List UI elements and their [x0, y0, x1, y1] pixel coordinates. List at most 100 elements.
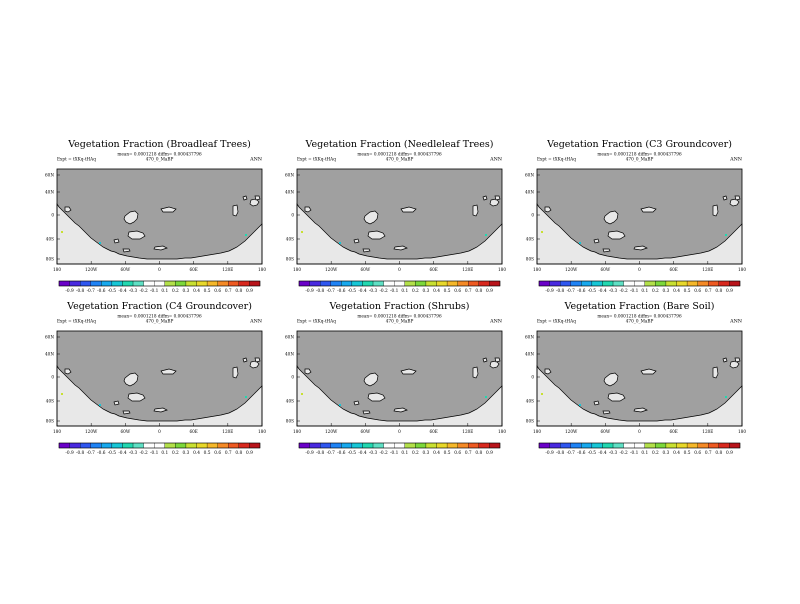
- colorbar-swatch: [298, 280, 310, 287]
- colorbar-swatch: [164, 442, 176, 449]
- colorbar-label: 0.7: [705, 451, 712, 456]
- land-mass-2: [304, 206, 312, 213]
- x-tick-label: 180: [738, 267, 746, 272]
- x-tick-label: 120E: [702, 429, 713, 434]
- colorbar-swatch: [602, 280, 614, 287]
- colorbar-swatch: [415, 280, 427, 287]
- land-mass-9: [254, 357, 261, 363]
- colorbar-swatch: [718, 280, 730, 287]
- colorbar-swatch: [320, 442, 331, 449]
- season-label: ANN: [249, 157, 262, 163]
- y-tick-label: 40N: [285, 352, 294, 357]
- land-mass-11: [122, 248, 131, 253]
- land-mass-9: [254, 195, 261, 201]
- colorbar-swatch: [90, 280, 102, 287]
- x-tick-label: 60W: [601, 429, 611, 434]
- x-tick-label: 120E: [462, 267, 473, 272]
- y-tick-label: 80S: [286, 419, 294, 424]
- x-tick-label: 60W: [121, 267, 131, 272]
- colorbar-swatch: [143, 442, 155, 449]
- colorbar-label: -0.3: [369, 289, 378, 294]
- y-tick-label: 40N: [45, 190, 54, 195]
- colorbar-swatch: [196, 280, 208, 287]
- land-mass-1: [296, 364, 503, 427]
- run-label: 470_0_MaBP: [626, 319, 654, 324]
- x-tick-label: 60W: [601, 267, 611, 272]
- experiment-label: Expt = tXKq-tHAq: [297, 319, 336, 324]
- y-tick-label: 40S: [286, 237, 294, 242]
- colorbar-swatch: [560, 442, 571, 449]
- land-mass-10: [393, 245, 408, 251]
- colorbar-label: -0.6: [97, 289, 106, 294]
- colorbar-swatch: [570, 280, 582, 287]
- land-mass-11: [122, 410, 131, 415]
- colorbar-swatch: [80, 280, 91, 287]
- x-tick-label: 0: [158, 267, 161, 272]
- colorbar-label: 0.2: [652, 289, 659, 294]
- colorbar-swatch: [206, 442, 218, 449]
- colorbar-label: 0.5: [684, 451, 691, 456]
- panel-4: Vegetation Fraction (C4 Groundcover) mean…: [45, 301, 266, 456]
- colorbar-label: -0.1: [150, 451, 159, 456]
- colorbar-swatch: [90, 442, 102, 449]
- colorbar-swatch: [228, 280, 239, 287]
- land-mass-7: [232, 366, 239, 379]
- colorbar-label: 0.2: [412, 451, 419, 456]
- colorbar-label: 0.5: [204, 289, 211, 294]
- land-mass-5: [593, 238, 600, 244]
- colorbar-label: 0.8: [715, 289, 722, 294]
- colorbar-label: -0.1: [390, 289, 399, 294]
- colorbar-label: -0.7: [327, 451, 336, 456]
- colorbar-label: 0.6: [454, 289, 461, 294]
- experiment-label: Expt = tXKq-tHAq: [57, 319, 96, 324]
- colorbar-label: -0.4: [598, 451, 607, 456]
- data-speck: [579, 404, 581, 406]
- colorbar-label: -0.3: [129, 289, 138, 294]
- colorbar-label: 0.1: [161, 451, 168, 456]
- colorbar-label: 0.9: [726, 289, 733, 294]
- season-label: ANN: [489, 157, 502, 163]
- panel-stats: mean= 0.0001218 diffm= 0.000437796: [357, 314, 442, 319]
- colorbar-swatch: [581, 280, 593, 287]
- panel-3: Vegetation Fraction (C3 Groundcover) mean…: [525, 139, 746, 294]
- colorbar-swatch: [697, 442, 709, 449]
- colorbar-swatch: [351, 442, 363, 449]
- data-speck: [485, 234, 487, 236]
- land-mass-6: [400, 206, 417, 213]
- data-speck: [725, 234, 727, 236]
- land-mass-4: [367, 392, 386, 402]
- data-speck: [245, 396, 247, 398]
- colorbar-swatch: [425, 280, 437, 287]
- colorbar-label: -0.1: [390, 451, 399, 456]
- colorbar-swatch: [309, 442, 321, 449]
- y-tick-label: 40S: [286, 399, 294, 404]
- colorbar-label: 0.7: [465, 451, 472, 456]
- colorbar-label: -0.3: [609, 451, 618, 456]
- x-tick-label: 120W: [325, 267, 338, 272]
- colorbar-swatch: [122, 442, 134, 449]
- colorbar-label: 0.7: [465, 289, 472, 294]
- land-mass-4: [127, 392, 146, 402]
- run-label: 470_0_MaBP: [626, 157, 654, 162]
- land-group: [296, 195, 503, 265]
- land-mass-11: [362, 248, 371, 253]
- data-speck: [245, 234, 247, 236]
- land-mass-6: [160, 206, 177, 213]
- colorbar-swatch: [457, 442, 469, 449]
- colorbar-swatch: [206, 280, 218, 287]
- colorbar-swatch: [478, 442, 490, 449]
- colorbar-swatch: [570, 442, 582, 449]
- y-tick-label: 0: [51, 375, 54, 380]
- colorbar-swatch: [591, 442, 603, 449]
- y-tick-label: 0: [531, 375, 534, 380]
- land-mass-4: [607, 230, 626, 240]
- colorbar-swatch: [665, 280, 677, 287]
- land-mass-12: [482, 195, 488, 201]
- colorbar-frame: [58, 280, 261, 287]
- colorbar-label: -0.9: [545, 289, 554, 294]
- y-tick-label: 40N: [285, 190, 294, 195]
- colorbar-label: -0.1: [630, 451, 639, 456]
- x-tick-label: 60E: [669, 267, 677, 272]
- colorbar-label: -0.7: [567, 289, 576, 294]
- colorbar-label: -0.5: [348, 451, 357, 456]
